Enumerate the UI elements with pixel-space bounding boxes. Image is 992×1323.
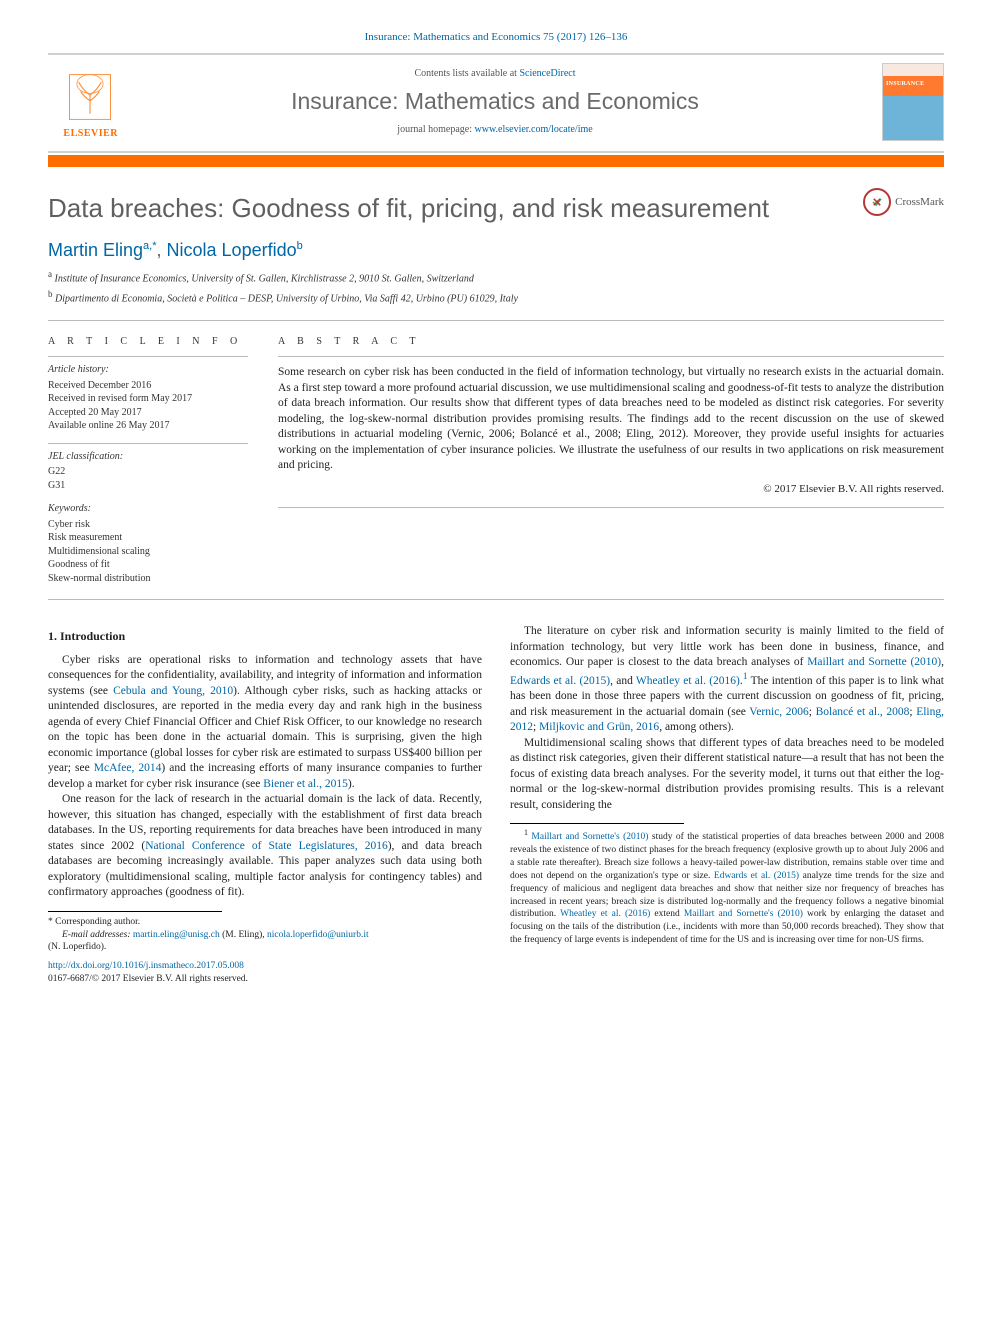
fn-ref-wheatley[interactable]: Wheatley et al. (2016) <box>560 909 650 919</box>
article-history-block: Article history: Received December 2016 … <box>48 356 248 433</box>
p3f: ; <box>809 706 816 718</box>
sciencedirect-link[interactable]: ScienceDirect <box>519 68 575 79</box>
kw-0: Cyber risk <box>48 518 248 532</box>
authors: Martin Elinga,*, Nicola Loperfidob <box>48 238 944 262</box>
crossmark-badge[interactable]: CrossMark <box>863 188 944 216</box>
p1d: ). <box>348 778 355 790</box>
email-2[interactable]: nicola.loperfido@uniurb.it <box>267 930 369 940</box>
intro-para-2: One reason for the lack of research in t… <box>48 792 482 901</box>
author-2[interactable]: Nicola Loperfido <box>167 240 297 260</box>
footnote-1: 1 Maillart and Sornette's (2010) study o… <box>510 828 944 946</box>
intro-para-4: Multidimensional scaling shows that diff… <box>510 736 944 814</box>
keywords-label: Keywords: <box>48 502 248 516</box>
history-0: Received December 2016 <box>48 379 248 393</box>
article-title: Data breaches: Goodness of fit, pricing,… <box>48 191 769 226</box>
ref-mcafee[interactable]: McAfee, 2014 <box>94 762 162 774</box>
divider-1 <box>48 320 944 321</box>
intro-para-3: The literature on cyber risk and informa… <box>510 624 944 735</box>
abstract-bottom-rule <box>278 507 944 508</box>
footnote-rule-right <box>510 823 684 824</box>
ref-vernic[interactable]: Vernic, 2006 <box>749 706 808 718</box>
fn-ref-edwards[interactable]: Edwards et al. (2015) <box>714 871 799 881</box>
affil-a-sup: a <box>48 269 52 279</box>
fn1d: extend <box>650 909 684 919</box>
keywords-block: Keywords: Cyber risk Risk measurement Mu… <box>48 502 248 585</box>
ref-wheatley[interactable]: Wheatley et al. (2016) <box>636 675 740 687</box>
ref-edwards[interactable]: Edwards et al. (2015) <box>510 675 610 687</box>
email-1[interactable]: martin.eling@unisg.ch <box>133 930 220 940</box>
history-1: Received in revised form May 2017 <box>48 392 248 406</box>
doi-block: http://dx.doi.org/10.1016/j.insmatheco.2… <box>48 960 482 986</box>
body-columns: 1. Introduction Cyber risks are operatio… <box>48 624 944 986</box>
journal-name: Insurance: Mathematics and Economics <box>130 86 860 117</box>
article-info-column: a r t i c l e i n f o Article history: R… <box>48 335 248 586</box>
abstract-heading: a b s t r a c t <box>278 335 944 349</box>
ref-maillart[interactable]: Maillart and Sornette (2010) <box>807 656 941 668</box>
fn-ref-maillart2[interactable]: Maillart and Sornette's (2010) <box>684 909 803 919</box>
intro-para-1: Cyber risks are operational risks to inf… <box>48 653 482 793</box>
fn-ref-maillart1[interactable]: Maillart and Sornette's (2010) <box>531 833 648 843</box>
history-3: Available online 26 May 2017 <box>48 419 248 433</box>
cover-label: INSURANCE <box>886 80 924 88</box>
corresponding-author: * Corresponding author. <box>48 916 482 929</box>
abstract-copyright: © 2017 Elsevier B.V. All rights reserved… <box>278 482 944 497</box>
publisher-name: ELSEVIER <box>63 127 118 141</box>
ref-biener[interactable]: Biener et al., 2015 <box>263 778 348 790</box>
journal-header: ELSEVIER Contents lists available at Sci… <box>48 55 944 153</box>
accent-bar <box>48 155 944 167</box>
email-2-who: (N. Loperfido). <box>48 942 106 952</box>
homepage-prefix: journal homepage: <box>397 124 474 135</box>
jel-block: JEL classification: G22 G31 <box>48 443 248 493</box>
doi-link[interactable]: http://dx.doi.org/10.1016/j.insmatheco.2… <box>48 961 244 971</box>
crossmark-icon <box>863 188 891 216</box>
email-block: E-mail addresses: martin.eling@unisg.ch … <box>48 929 482 955</box>
kw-2: Multidimensional scaling <box>48 545 248 559</box>
affil-b-text: Dipartimento di Economia, Società e Poli… <box>55 293 518 304</box>
affiliation-b: b Dipartimento di Economia, Società e Po… <box>48 288 944 306</box>
history-label: Article history: <box>48 363 248 377</box>
affiliation-a: a Institute of Insurance Economics, Univ… <box>48 268 944 286</box>
history-2: Accepted 20 May 2017 <box>48 406 248 420</box>
homepage-link[interactable]: www.elsevier.com/locate/ime <box>475 124 593 135</box>
elsevier-tree-icon <box>62 69 118 125</box>
abstract-column: a b s t r a c t Some research on cyber r… <box>278 335 944 586</box>
ref-bolance[interactable]: Bolancé et al., 2008 <box>816 706 910 718</box>
p3i: , among others). <box>659 721 734 733</box>
footnote-rule-left <box>48 911 222 912</box>
email-label: E-mail addresses: <box>48 929 131 942</box>
author-2-sup: b <box>297 240 303 252</box>
article-info-heading: a r t i c l e i n f o <box>48 335 248 349</box>
contents-prefix: Contents lists available at <box>414 68 519 79</box>
jel-0: G22 <box>48 465 248 479</box>
homepage-line: journal homepage: www.elsevier.com/locat… <box>130 123 860 137</box>
p3b: , <box>941 656 944 668</box>
author-1-sup: a,* <box>143 240 156 252</box>
email-1-who: (M. Eling), <box>220 930 267 940</box>
affil-b-sup: b <box>48 289 53 299</box>
jel-label: JEL classification: <box>48 450 248 464</box>
kw-1: Risk measurement <box>48 531 248 545</box>
abstract-text: Some research on cyber risk has been con… <box>278 365 944 474</box>
affil-a-text: Institute of Insurance Economics, Univer… <box>55 274 474 285</box>
contents-line: Contents lists available at ScienceDirec… <box>130 67 860 81</box>
kw-4: Skew-normal distribution <box>48 572 248 586</box>
author-sep: , <box>157 240 167 260</box>
p3c: , and <box>610 675 636 687</box>
citation-line: Insurance: Mathematics and Economics 75 … <box>48 30 944 45</box>
issn-copyright: 0167-6687/© 2017 Elsevier B.V. All right… <box>48 974 248 984</box>
kw-3: Goodness of fit <box>48 558 248 572</box>
ref-cebula[interactable]: Cebula and Young, 2010 <box>113 685 233 697</box>
abstract-rule <box>278 356 944 357</box>
ref-miljkovic[interactable]: Miljkovic and Grün, 2016 <box>539 721 659 733</box>
jel-1: G31 <box>48 479 248 493</box>
ref-ncsl[interactable]: National Conference of State Legislature… <box>145 840 388 852</box>
section-1-heading: 1. Introduction <box>48 628 482 644</box>
author-1[interactable]: Martin Eling <box>48 240 143 260</box>
crossmark-label: CrossMark <box>895 195 944 210</box>
journal-cover: INSURANCE <box>872 63 944 141</box>
publisher-logo: ELSEVIER <box>48 63 118 141</box>
p1b: ). Although cyber risks, such as hacking… <box>48 685 482 775</box>
divider-2 <box>48 599 944 600</box>
